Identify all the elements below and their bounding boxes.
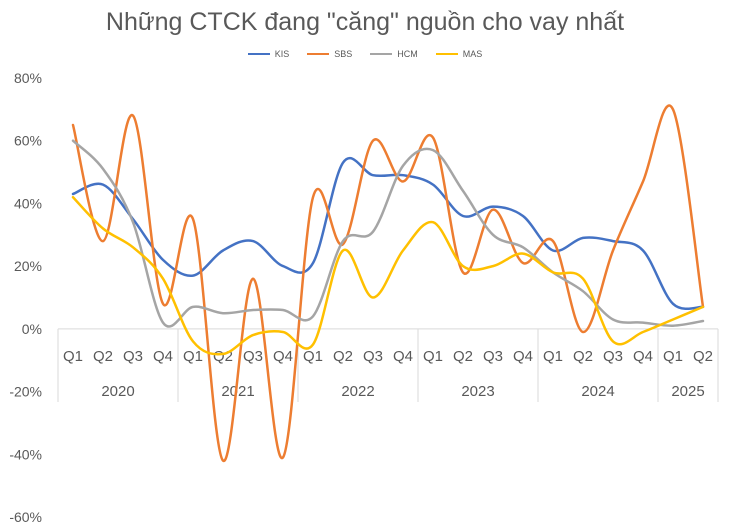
y-tick-label: 0% (22, 321, 42, 337)
year-label: 2021 (221, 383, 254, 400)
legend-label: HCM (397, 49, 418, 59)
x-tick-label: Q2 (573, 348, 593, 365)
y-tick-label: 60% (14, 133, 42, 149)
y-tick-label: 80% (14, 70, 42, 86)
legend-swatch (307, 53, 330, 55)
x-tick-label: Q4 (633, 348, 653, 365)
x-tick-label: Q1 (303, 348, 323, 365)
x-tick-label: Q3 (243, 348, 263, 365)
x-tick-label: Q2 (93, 348, 113, 365)
x-tick-label: Q3 (363, 348, 383, 365)
legend-item-kis: KIS (247, 49, 290, 59)
year-label: 2020 (101, 383, 134, 400)
y-tick-label: 20% (14, 258, 42, 274)
x-tick-label: Q1 (543, 348, 563, 365)
legend-label: MAS (462, 49, 483, 59)
legend-swatch (435, 53, 458, 55)
legend-item-mas: MAS (435, 49, 483, 59)
y-tick-label: -60% (9, 509, 42, 525)
y-tick-label: 40% (14, 195, 42, 211)
year-label: 2023 (461, 383, 494, 400)
x-tick-label: Q4 (153, 348, 173, 365)
y-tick-label: -20% (9, 384, 42, 400)
x-tick-label: Q4 (393, 348, 413, 365)
legend-label: SBS (334, 49, 353, 59)
legend-item-hcm: HCM (370, 49, 418, 59)
legend-label: KIS (274, 49, 290, 59)
x-tick-label: Q1 (183, 348, 203, 365)
year-label: 2024 (581, 383, 614, 400)
legend-swatch (247, 53, 270, 55)
y-tick-label: -40% (9, 446, 42, 462)
legend-swatch (370, 53, 393, 55)
series-line-hcm (71, 139, 705, 328)
x-tick-label: Q1 (663, 348, 683, 365)
series-line-mas (71, 195, 705, 356)
x-tick-label: Q3 (483, 348, 503, 365)
year-label: 2022 (341, 383, 374, 400)
x-tick-label: Q2 (693, 348, 713, 365)
x-tick-label: Q3 (123, 348, 143, 365)
x-tick-label: Q2 (453, 348, 473, 365)
x-tick-label: Q3 (603, 348, 623, 365)
x-tick-label: Q4 (273, 348, 293, 365)
legend-item-sbs: SBS (307, 49, 352, 59)
legend: KIS SBS HCM MAS (0, 49, 730, 59)
chart-title: Những CTCK đang "căng" nguồn cho vay nhấ… (105, 8, 625, 36)
series-line-kis (71, 156, 705, 311)
x-tick-label: Q1 (63, 348, 83, 365)
series-line-sbs (71, 104, 705, 462)
year-label: 2025 (671, 383, 704, 400)
x-tick-label: Q2 (333, 348, 353, 365)
x-tick-label: Q1 (423, 348, 443, 365)
x-tick-label: Q4 (513, 348, 533, 365)
